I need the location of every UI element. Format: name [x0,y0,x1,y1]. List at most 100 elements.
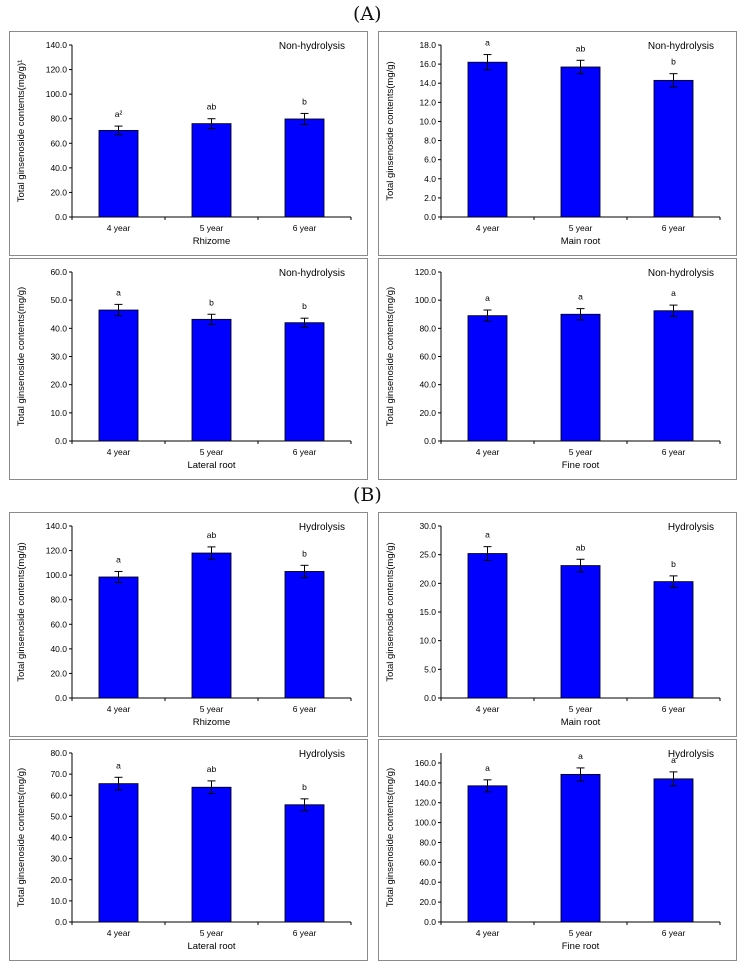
x-category-label: 5 year [200,704,224,714]
y-tick-label: 2.0 [424,193,436,203]
y-tick-label: 40.0 [419,380,436,390]
x-category-label: 4 year [107,928,131,938]
data-bar [560,66,601,218]
data-bar [284,571,325,699]
y-tick-label: 0.0 [424,917,436,927]
significance-label: a [485,530,490,540]
significance-label: a [485,38,490,48]
y-tick-label: 10.0 [419,116,436,126]
y-tick-label: 40.0 [50,833,67,843]
y-tick-label: 140.0 [46,521,68,531]
y-axis-title: Total ginsenoside contents(mg/g) [16,287,27,426]
y-tick-label: 80.0 [50,748,67,758]
panel-annotation: Non-hydrolysis [279,41,345,52]
significance-label: a [116,287,121,297]
y-tick-label: 160.0 [415,758,437,768]
y-tick-label: 20.0 [419,897,436,907]
section-label-a: (A) [353,3,382,25]
y-axis-title: Total ginsenoside contents(mg/g) [385,287,396,426]
x-category-label: 6 year [662,704,686,714]
y-tick-label: 60.0 [50,790,67,800]
significance-label: b [302,548,307,558]
data-bar [98,576,139,699]
y-tick-label: 12.0 [419,97,436,107]
significance-label: ab [207,530,217,540]
y-tick-label: 100.0 [46,89,68,99]
y-tick-label: 20.0 [419,408,436,418]
significance-label: b [302,301,307,311]
x-category-label: 5 year [200,223,224,233]
x-category-label: 4 year [107,447,131,457]
y-tick-label: 20.0 [50,380,67,390]
panel-annotation: Non-hydrolysis [648,268,714,279]
chart-svg: 0.0 20.0 40.0 60.0 80.0 100.0 120.0 140.0 160.0 a… [385,749,721,952]
y-tick-label: 40.0 [50,644,67,654]
significance-label: ab [576,542,586,552]
chart-svg: 0.0 2.0 4.0 6.0 8.0 10.0 12.0 14.0 16.0 18.0 a 4 ye… [385,38,721,247]
y-tick-label: 80.0 [419,323,436,333]
y-tick-label: 60.0 [50,138,67,148]
chart-svg: 0.0 10.0 20.0 30.0 40.0 50.0 60.0 a 4 year b 5 yea… [16,267,352,471]
x-category-label: 5 year [200,447,224,457]
y-tick-label: 25.0 [419,550,436,560]
y-tick-label: 40.0 [50,163,67,173]
y-tick-label: 60.0 [50,619,67,629]
data-bar [284,804,325,923]
y-tick-label: 30.0 [50,352,67,362]
panel-annotation: Non-hydrolysis [648,41,714,52]
y-tick-label: 120.0 [415,267,437,277]
y-tick-label: 5.0 [424,664,436,674]
y-tick-label: 15.0 [419,607,436,617]
chart-panel-a-fine-root: 0.0 20.0 40.0 60.0 80.0 100.0 120.0 a 4 year a 5 y… [378,258,737,480]
y-axis-title: Total ginsenoside contents(mg/g) [16,542,27,681]
significance-label: b [302,96,307,106]
y-tick-label: 40.0 [50,323,67,333]
data-bar [467,315,508,442]
y-tick-label: 20.0 [50,875,67,885]
data-bar [467,553,508,699]
x-category-label: 4 year [476,447,500,457]
significance-label: b [209,297,214,307]
y-tick-label: 0.0 [55,917,67,927]
y-tick-label: 50.0 [50,811,67,821]
data-bar [98,129,139,218]
data-bar [191,318,232,442]
y-tick-label: 140.0 [46,40,68,50]
y-tick-label: 16.0 [419,59,436,69]
panel-annotation: Hydrolysis [299,749,345,760]
x-category-label: 6 year [662,447,686,457]
x-category-label: 5 year [569,447,593,457]
y-tick-label: 0.0 [55,212,67,222]
chart-svg: 0.0 20.0 40.0 60.0 80.0 100.0 120.0 a 4 year a 5 y… [385,267,721,471]
x-axis-title: Lateral root [187,941,235,952]
data-bar [98,309,139,442]
y-axis-title: Total ginsenoside contents(mg/g) [16,768,27,907]
significance-label: b [671,57,676,67]
data-bar [191,123,232,218]
section-label-b: (B) [353,484,382,506]
y-tick-label: 30.0 [419,521,436,531]
significance-label: a [485,293,490,303]
y-tick-label: 10.0 [419,636,436,646]
significance-label: ab [207,102,217,112]
x-axis-title: Fine root [562,460,600,471]
y-tick-label: 6.0 [424,155,436,165]
significance-label: a² [115,109,123,119]
significance-label: a [485,763,490,773]
y-tick-label: 70.0 [50,769,67,779]
data-bar [467,61,508,218]
y-tick-label: 10.0 [50,896,67,906]
x-category-label: 6 year [293,447,317,457]
chart-panel-b-fine-root: 0.0 20.0 40.0 60.0 80.0 100.0 120.0 140.0 160.0 a… [378,739,737,961]
chart-svg: 0.0 20.0 40.0 60.0 80.0 100.0 120.0 140.0 a 4 yea… [16,521,352,728]
y-tick-label: 80.0 [419,837,436,847]
significance-label: b [671,559,676,569]
x-category-label: 5 year [569,928,593,938]
panel-annotation: Non-hydrolysis [279,268,345,279]
x-category-label: 6 year [293,928,317,938]
x-category-label: 6 year [662,223,686,233]
y-tick-label: 100.0 [415,818,437,828]
y-tick-label: 120.0 [46,546,68,556]
x-category-label: 4 year [476,223,500,233]
y-tick-label: 80.0 [50,114,67,124]
